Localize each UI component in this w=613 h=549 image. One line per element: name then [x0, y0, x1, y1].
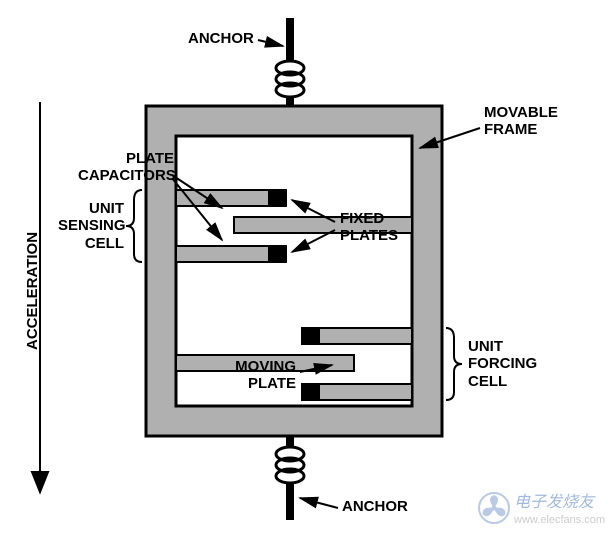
diagram-canvas — [0, 0, 613, 549]
label-movable-frame: MOVABLE FRAME — [484, 104, 558, 139]
plate-fixed-top-2 — [176, 246, 286, 262]
spring-bottom — [276, 447, 304, 483]
spring-top — [276, 61, 304, 97]
brace-sensing — [126, 190, 142, 262]
label-acceleration: ACCELERATION — [24, 232, 41, 350]
plate-fixed-bottom-2 — [302, 384, 412, 400]
label-fixed-plates: FIXED PLATES — [340, 210, 398, 245]
watermark-text: 电子发烧友 — [514, 494, 594, 512]
label-moving-plate: MOVING PLATE — [232, 358, 296, 393]
brace-forcing — [446, 328, 462, 400]
watermark-icon — [479, 493, 509, 523]
label-unit-sensing: UNIT SENSING CELL — [58, 200, 124, 252]
label-anchor-bottom: ANCHOR — [342, 498, 408, 515]
watermark-url: www.elecfans.com — [514, 514, 605, 527]
label-unit-forcing: UNIT FORCING CELL — [468, 338, 537, 390]
label-plate-capacitors: PLATE CAPACITORS — [78, 150, 174, 185]
plate-fixed-bottom-1 — [302, 328, 412, 344]
arrow-anchor-bottom — [300, 498, 338, 508]
arrow-anchor-top — [258, 40, 283, 46]
label-anchor-top: ANCHOR — [188, 30, 254, 47]
